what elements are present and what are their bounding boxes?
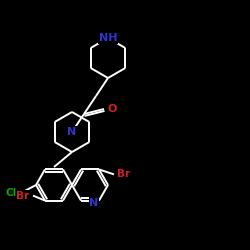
Text: Br: Br — [118, 170, 130, 179]
Text: O: O — [107, 104, 117, 114]
Text: Br: Br — [16, 190, 30, 200]
Text: N: N — [90, 198, 98, 207]
Text: Cl: Cl — [6, 188, 16, 198]
Text: NH: NH — [99, 33, 117, 43]
Text: N: N — [68, 127, 76, 137]
